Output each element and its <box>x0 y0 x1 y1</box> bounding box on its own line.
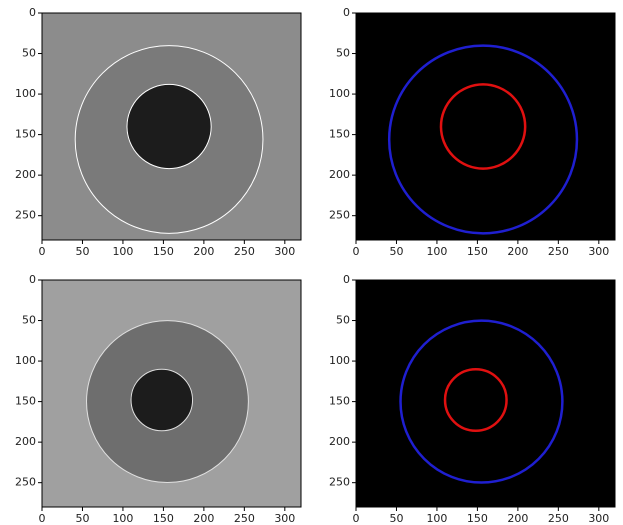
y-tick-label: 250 <box>329 476 350 489</box>
y-tick-label: 50 <box>336 47 350 60</box>
subplot: 0 50 100 150 200 250 300 0 50 100 150 200 250 <box>15 273 301 525</box>
x-tick-label: 100 <box>112 512 133 525</box>
subplot: 0 50 100 150 200 250 300 0 50 100 150 200 250 <box>329 6 615 258</box>
y-tick-label: 200 <box>15 168 36 181</box>
subplot: 0 50 100 150 200 250 300 0 50 100 150 200 250 <box>15 6 301 258</box>
image <box>356 280 615 507</box>
y-tick-label: 150 <box>329 128 350 141</box>
image <box>42 13 301 240</box>
x-tick-label: 150 <box>467 245 488 258</box>
y-tick-label: 250 <box>329 209 350 222</box>
x-tick-label: 100 <box>112 245 133 258</box>
x-tick-label: 200 <box>193 512 214 525</box>
x-tick-label: 0 <box>39 245 46 258</box>
subplot: 0 50 100 150 200 250 300 0 50 100 150 200 250 <box>329 273 615 525</box>
y-tick-label: 250 <box>15 476 36 489</box>
x-tick-label: 250 <box>548 245 569 258</box>
y-tick-label: 150 <box>15 395 36 408</box>
y-tick-label: 0 <box>29 273 36 286</box>
x-tick-label: 100 <box>426 512 447 525</box>
x-tick-label: 200 <box>193 245 214 258</box>
x-tick-label: 150 <box>153 245 174 258</box>
y-tick-label: 0 <box>343 6 350 19</box>
circle <box>127 84 211 168</box>
y-tick-label: 100 <box>15 87 36 100</box>
x-tick-label: 150 <box>153 512 174 525</box>
image <box>42 280 301 507</box>
x-tick-label: 200 <box>507 512 528 525</box>
y-tick-label: 200 <box>329 435 350 448</box>
x-tick-label: 50 <box>75 512 89 525</box>
x-tick-label: 300 <box>274 245 295 258</box>
circle <box>131 369 193 431</box>
y-tick-label: 50 <box>22 47 36 60</box>
y-tick-label: 0 <box>29 6 36 19</box>
y-tick-label: 50 <box>336 314 350 327</box>
x-tick-label: 300 <box>588 512 609 525</box>
figure: 0 50 100 150 200 250 300 0 50 100 150 200 250 0 50 100 1… <box>0 0 623 525</box>
y-tick-label: 200 <box>329 168 350 181</box>
x-tick-label: 50 <box>389 245 403 258</box>
x-tick-label: 300 <box>274 512 295 525</box>
x-tick-label: 300 <box>588 245 609 258</box>
x-tick-label: 250 <box>548 512 569 525</box>
y-tick-label: 0 <box>343 273 350 286</box>
y-tick-label: 150 <box>15 128 36 141</box>
y-tick-label: 100 <box>329 354 350 367</box>
x-tick-label: 150 <box>467 512 488 525</box>
x-tick-label: 0 <box>39 512 46 525</box>
x-tick-label: 0 <box>353 512 360 525</box>
y-tick-label: 250 <box>15 209 36 222</box>
image-background <box>356 280 615 507</box>
y-tick-label: 150 <box>329 395 350 408</box>
x-tick-label: 100 <box>426 245 447 258</box>
x-tick-label: 250 <box>234 245 255 258</box>
y-tick-label: 200 <box>15 435 36 448</box>
x-tick-label: 50 <box>389 512 403 525</box>
x-tick-label: 50 <box>75 245 89 258</box>
y-tick-label: 100 <box>15 354 36 367</box>
x-tick-label: 200 <box>507 245 528 258</box>
y-tick-label: 100 <box>329 87 350 100</box>
x-tick-label: 250 <box>234 512 255 525</box>
image <box>356 13 615 240</box>
y-tick-label: 50 <box>22 314 36 327</box>
x-tick-label: 0 <box>353 245 360 258</box>
